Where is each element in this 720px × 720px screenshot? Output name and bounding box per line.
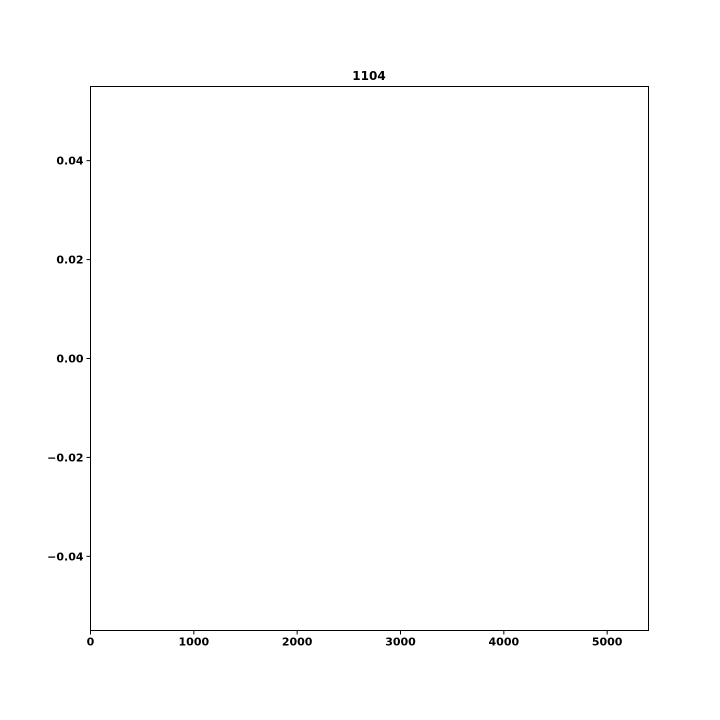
y-tick-label: 0.04	[56, 155, 83, 168]
chart-title: 1104	[352, 69, 385, 83]
x-tick-label: 3000	[385, 636, 416, 649]
x-tick-label: 0	[87, 636, 95, 649]
y-axis: 0.04 0.02 0.00 −0.02 −0.04	[47, 155, 91, 563]
x-tick-label: 1000	[179, 636, 210, 649]
y-tick-label: −0.02	[47, 451, 83, 464]
x-tick-label: 2000	[282, 636, 313, 649]
y-tick-label: −0.04	[47, 550, 84, 563]
x-axis: 0 1000 2000 3000 4000 5000	[87, 630, 623, 649]
x-tick-label: 5000	[592, 636, 623, 649]
y-tick-label: 0.02	[56, 254, 83, 267]
y-tick-label: 0.00	[56, 353, 83, 366]
x-tick-label: 4000	[489, 636, 520, 649]
